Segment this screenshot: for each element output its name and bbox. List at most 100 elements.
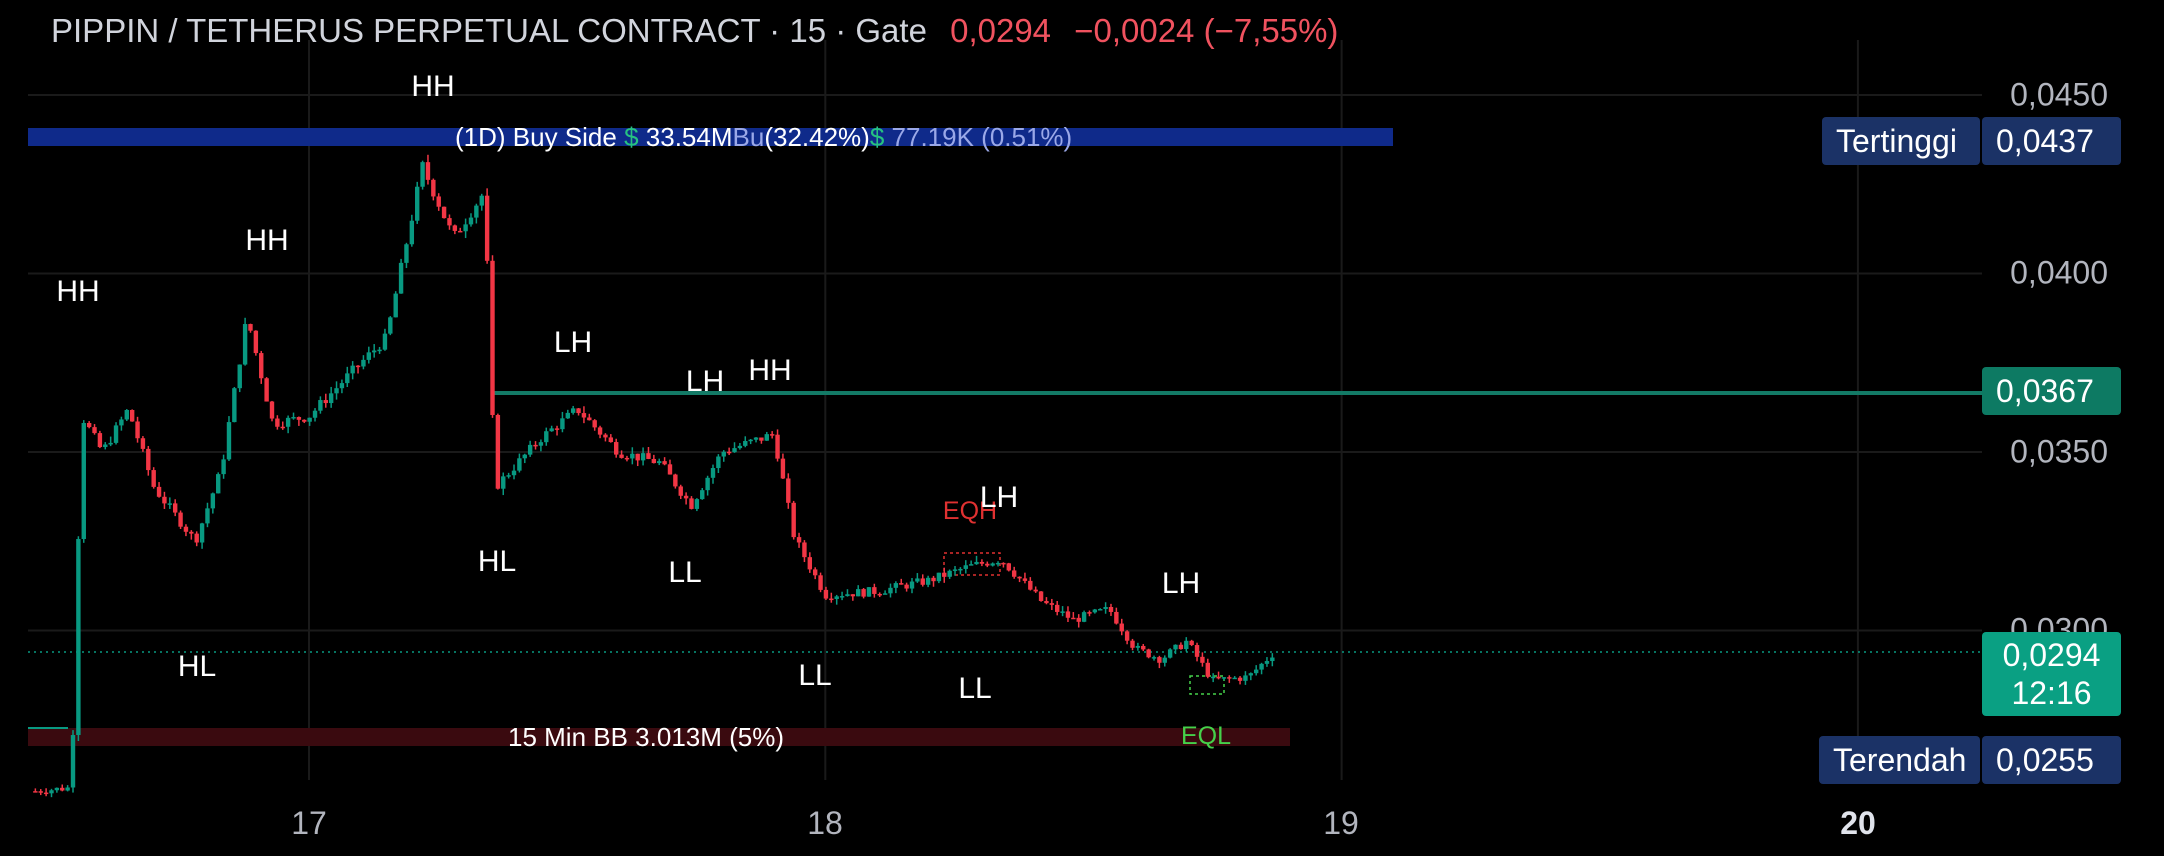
candle-body (355, 365, 361, 368)
candle-body (1028, 580, 1033, 590)
candle-body (1098, 609, 1103, 611)
candle-body (968, 564, 974, 566)
candle-body (769, 434, 775, 436)
candle-body (1221, 677, 1227, 679)
candle-body (1135, 645, 1141, 648)
candle-body (592, 420, 597, 428)
candle-body (280, 426, 285, 429)
candle-body (76, 539, 81, 736)
candle-body (780, 458, 786, 479)
candle-body (753, 437, 759, 440)
candle-body (624, 457, 630, 460)
candle-body (65, 787, 70, 791)
candle-body (1092, 609, 1098, 613)
candle-body (662, 461, 667, 465)
candle-body (1103, 606, 1108, 610)
x-tick-17: 17 (291, 805, 327, 841)
candle-body (1237, 677, 1243, 681)
structure-label: LL (798, 659, 832, 692)
candle-body (291, 417, 296, 419)
candle-body (506, 475, 511, 477)
candle-body (554, 428, 560, 430)
candle-body (909, 581, 915, 589)
candle-body (1178, 644, 1184, 650)
candle-body (716, 456, 721, 469)
candle-body (366, 352, 372, 360)
structure-label: LL (958, 672, 992, 705)
candle-body (216, 474, 221, 494)
candle-body (920, 578, 925, 585)
level-value-tag: 0,0367 (1982, 367, 2121, 415)
candle-body (947, 570, 952, 577)
candle-body (490, 260, 495, 415)
candle-body (807, 557, 813, 570)
structure-label: LL (668, 556, 702, 589)
candle-body (533, 444, 538, 447)
x-tick-19: 19 (1323, 805, 1359, 841)
candle-body (425, 162, 431, 180)
structure-label: HL (477, 545, 517, 578)
candle-body (667, 464, 673, 475)
candle-body (1189, 640, 1194, 646)
candle-body (328, 393, 334, 404)
candle-body (441, 206, 447, 219)
candle-body (162, 496, 167, 504)
candle-body (97, 433, 103, 448)
candle-body (527, 444, 533, 455)
candle-body (259, 353, 264, 379)
highest-value-tag: 0,0437 (1982, 117, 2121, 165)
candle-body (350, 365, 355, 374)
candle-body (458, 230, 463, 233)
candle-body (597, 427, 603, 435)
candle-body (775, 434, 780, 459)
candle-body (38, 791, 43, 793)
candle-body (248, 324, 253, 331)
candle-body (1130, 640, 1135, 648)
candle-body (845, 594, 850, 597)
candle-body (501, 476, 506, 489)
candle-body (839, 596, 845, 598)
candle-body (549, 428, 554, 432)
candle-body (979, 561, 985, 564)
structure-label-eqh: EQH (942, 497, 998, 525)
candle-body (189, 531, 194, 534)
candle-body (630, 453, 635, 459)
candle-body (1227, 677, 1232, 679)
candle-body (1114, 611, 1119, 624)
buy-side-pct: (32.42%) (764, 122, 870, 152)
candle-body (1055, 604, 1060, 612)
candle-body (866, 587, 872, 597)
candle-body (1194, 645, 1200, 657)
candle-body (285, 417, 291, 427)
structure-label-eql: EQL (1180, 722, 1232, 750)
buy-side-value: 33.54M (645, 122, 733, 152)
candle-body (119, 419, 124, 426)
candle-body (242, 324, 248, 365)
candle-body (108, 442, 113, 445)
candle-body (140, 438, 146, 449)
candle-body (1216, 676, 1221, 679)
dollar-icon: $ (624, 122, 639, 152)
candle-body (81, 422, 86, 540)
candle-body (861, 589, 866, 597)
candle-body (92, 427, 97, 434)
candle-body (415, 186, 420, 221)
candle-body (791, 502, 796, 538)
candle-body (49, 790, 54, 794)
candle-body (657, 461, 662, 464)
candle-body (361, 359, 366, 367)
candle-body (113, 425, 119, 443)
candle-body (146, 448, 151, 471)
candle-body (388, 317, 393, 334)
candle-body (205, 508, 210, 524)
candle-body (447, 218, 452, 226)
bar-countdown: 12:16 (2011, 675, 2092, 711)
buy-side-bar (28, 128, 1393, 146)
candle-body (377, 349, 382, 352)
buy-side-title: (1D) Buy Side (455, 122, 617, 152)
candle-body (420, 162, 425, 187)
candle-body (70, 735, 76, 788)
candle-body (990, 563, 995, 566)
candle-body (275, 418, 280, 427)
